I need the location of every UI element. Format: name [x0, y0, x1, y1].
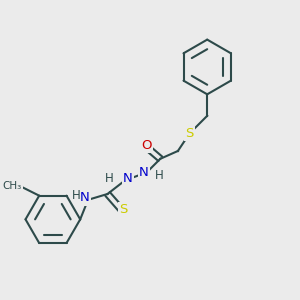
Text: N: N [139, 166, 148, 179]
Text: H: H [105, 172, 113, 185]
Text: CH₃: CH₃ [2, 181, 22, 191]
Text: H: H [71, 189, 80, 203]
Text: O: O [141, 139, 152, 152]
Text: N: N [123, 172, 133, 185]
Text: N: N [80, 191, 90, 204]
Text: S: S [185, 127, 194, 140]
Text: S: S [119, 203, 128, 216]
Text: H: H [154, 169, 163, 182]
